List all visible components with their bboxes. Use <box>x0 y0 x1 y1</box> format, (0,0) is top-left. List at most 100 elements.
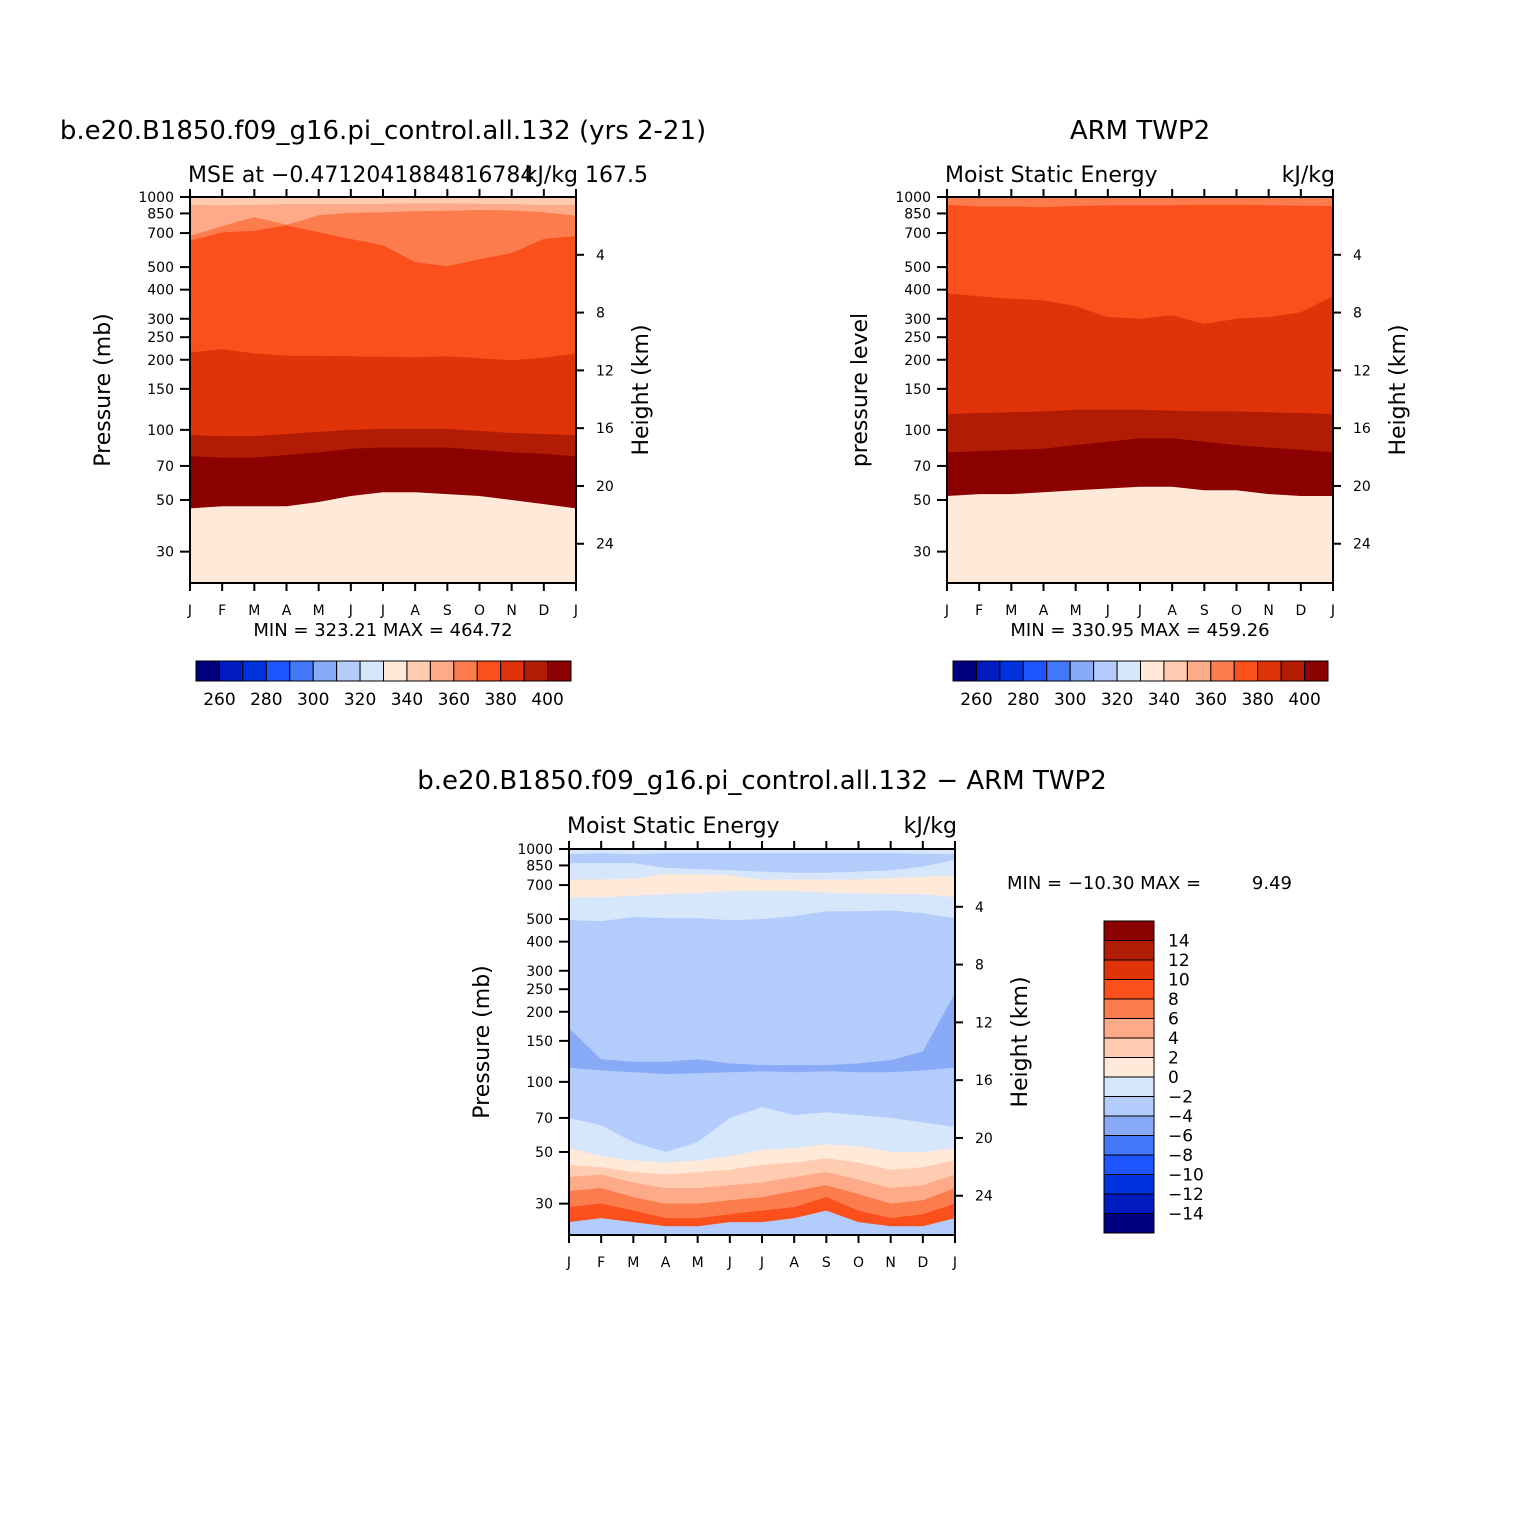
colorbar-label: −14 <box>1168 1205 1204 1225</box>
height-tick-label: 12 <box>596 363 614 379</box>
x-tick-label: A <box>282 603 292 619</box>
colorbar-label: −8 <box>1168 1146 1193 1166</box>
colorbar-box <box>1304 660 1329 682</box>
y-tick-label: 100 <box>526 1075 553 1091</box>
x-tick-label: J <box>187 603 192 619</box>
colorbar-label: −6 <box>1168 1127 1193 1147</box>
height-tick-label: 24 <box>596 537 614 553</box>
y-axis-right-label: Height (km) <box>629 324 654 455</box>
colorbar-label: −2 <box>1168 1088 1193 1108</box>
x-tick-label: N <box>1263 603 1273 619</box>
x-tick-label: J <box>727 1255 732 1271</box>
height-tick-label: 12 <box>1353 363 1371 379</box>
colorbar-box <box>312 660 338 682</box>
x-tick-label: D <box>1295 603 1306 619</box>
y-tick-label: 500 <box>526 912 553 928</box>
colorbar-box <box>1210 660 1235 682</box>
colorbar-label: 280 <box>1007 690 1039 710</box>
colorbar-box <box>1233 660 1259 682</box>
y-tick-label: 400 <box>526 935 553 951</box>
x-tick-label: S <box>443 603 452 619</box>
colorbar-label: 320 <box>344 690 376 710</box>
height-tick-label: 12 <box>975 1015 993 1031</box>
colorbar-box <box>547 660 572 682</box>
y-tick-label: 100 <box>904 423 931 439</box>
x-tick-label: O <box>474 603 485 619</box>
colorbar-label: 340 <box>391 690 423 710</box>
x-tick-label: J <box>944 603 949 619</box>
colorbar-box <box>218 660 244 682</box>
y-tick-label: 30 <box>535 1197 553 1213</box>
y-tick-label: 1000 <box>138 190 174 206</box>
colorbar-label: 400 <box>531 690 563 710</box>
subtitle-extra: 167.5 <box>585 163 648 188</box>
colorbar-box <box>1163 660 1188 682</box>
colorbar-box <box>265 660 291 682</box>
y-tick-label: 50 <box>156 493 174 509</box>
y-tick-label: 300 <box>147 312 174 328</box>
colorbar-label: 12 <box>1168 951 1190 971</box>
colorbar-label: 10 <box>1168 971 1190 991</box>
colorbar-label: 300 <box>1054 690 1086 710</box>
y-tick-label: 30 <box>913 545 931 561</box>
colorbar-box <box>999 660 1024 682</box>
height-tick-label: 24 <box>1353 537 1371 553</box>
x-tick-label: J <box>573 603 578 619</box>
contour-band-13 <box>569 849 955 855</box>
x-tick-label: J <box>380 603 385 619</box>
contour-band-6 <box>947 197 1333 208</box>
subtitle-right: kJ/kg <box>904 814 957 839</box>
height-tick-label: 16 <box>596 421 614 437</box>
colorbar-label: 340 <box>1148 690 1180 710</box>
y-tick-label: 400 <box>904 283 931 299</box>
x-tick-label: O <box>1231 603 1242 619</box>
colorbar-label: −12 <box>1168 1185 1204 1205</box>
height-tick-label: 20 <box>975 1131 993 1147</box>
subtitle-left: Moist Static Energy <box>567 814 780 839</box>
colorbar-box <box>1103 920 1155 941</box>
colorbar-box <box>952 660 977 682</box>
y-axis-right-label: Height (km) <box>1386 324 1411 455</box>
colorbar-box <box>1103 940 1155 961</box>
y-tick-label: 700 <box>526 878 553 894</box>
colorbar-box <box>195 660 220 682</box>
y-tick-label: 850 <box>526 858 553 874</box>
height-tick-label: 16 <box>975 1073 993 1089</box>
height-tick-label: 24 <box>975 1189 993 1205</box>
colorbar-box <box>1116 660 1141 682</box>
x-tick-label: A <box>789 1255 799 1271</box>
colorbar-box <box>1103 1213 1155 1234</box>
y-tick-label: 70 <box>156 459 174 475</box>
y-tick-label: 500 <box>147 260 174 276</box>
subtitle-right: kJ/kg <box>1282 163 1335 188</box>
colorbar-label: 6 <box>1168 1010 1179 1030</box>
y-tick-label: 70 <box>535 1111 553 1127</box>
colorbar-box <box>1103 1174 1155 1195</box>
colorbar-box <box>1103 1135 1155 1156</box>
contour-band-12 <box>569 849 955 873</box>
height-tick-label: 8 <box>596 306 605 322</box>
model-panel: J F M A M J J A S O N D J 30 50 70 100 150 200 250 300 400 500… <box>60 116 706 710</box>
contour-band-5 <box>947 197 1333 324</box>
colorbar-label: −4 <box>1168 1107 1193 1127</box>
x-tick-label: M <box>1005 603 1017 619</box>
colorbar-label: 260 <box>960 690 992 710</box>
x-tick-label: A <box>1167 603 1177 619</box>
x-tick-label: J <box>1330 603 1335 619</box>
y-tick-label: 250 <box>526 982 553 998</box>
colorbar-box <box>1103 998 1155 1019</box>
colorbar-box <box>1103 1018 1155 1039</box>
obs-panel: J F M A M J J A S O N D J 30 50 70 100 150 200 250 300 400 500… <box>848 116 1411 710</box>
subtitle-left: Moist Static Energy <box>945 163 1158 188</box>
colorbar-box <box>1140 660 1165 682</box>
height-tick-label: 4 <box>1353 248 1362 264</box>
colorbar-label: 300 <box>297 690 329 710</box>
height-tick-label: 8 <box>1353 306 1362 322</box>
x-tick-label: S <box>822 1255 831 1271</box>
height-tick-label: 16 <box>1353 421 1371 437</box>
y-tick-label: 150 <box>147 382 174 398</box>
y-tick-label: 500 <box>904 260 931 276</box>
colorbar-box <box>1069 660 1095 682</box>
min-max-stats: MIN = −10.30 MAX = <box>1007 873 1201 894</box>
colorbar-box <box>289 660 314 682</box>
